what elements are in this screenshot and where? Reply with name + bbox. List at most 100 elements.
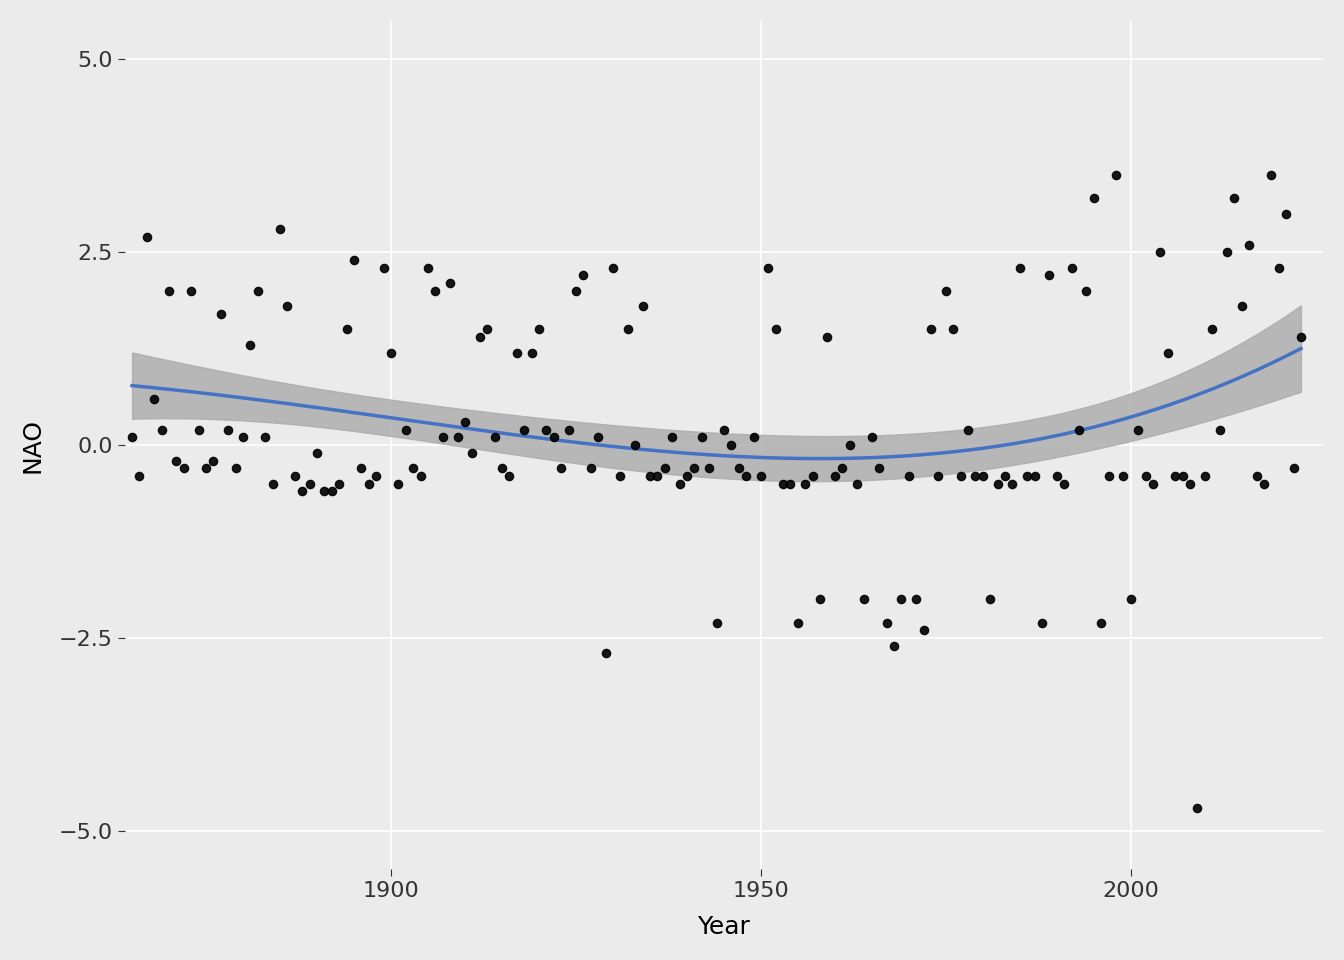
Point xyxy=(699,461,720,476)
Point xyxy=(543,430,564,445)
Y-axis label: NAO: NAO xyxy=(22,418,44,472)
Point xyxy=(802,468,824,484)
Point xyxy=(876,615,898,631)
Point xyxy=(817,329,839,345)
Point xyxy=(1149,245,1171,260)
Point xyxy=(950,468,972,484)
Point xyxy=(1164,468,1185,484)
Point xyxy=(1009,260,1031,276)
Point xyxy=(269,222,290,237)
Point xyxy=(1031,615,1052,631)
Point xyxy=(521,345,543,360)
Point xyxy=(809,591,831,607)
Point xyxy=(794,476,816,492)
Point xyxy=(728,461,750,476)
Point xyxy=(366,468,387,484)
Point xyxy=(461,445,482,461)
Point xyxy=(247,283,269,299)
Point xyxy=(957,422,978,438)
Point xyxy=(640,468,661,484)
Point xyxy=(788,615,809,631)
Point xyxy=(180,283,202,299)
Point xyxy=(499,468,520,484)
Point xyxy=(1060,260,1082,276)
Point xyxy=(313,484,335,499)
Point xyxy=(758,260,780,276)
Point xyxy=(372,260,394,276)
Point xyxy=(395,422,417,438)
Point xyxy=(595,646,617,661)
Point xyxy=(380,345,402,360)
Point xyxy=(891,591,913,607)
Point xyxy=(1134,468,1156,484)
Point xyxy=(1202,322,1223,337)
Point xyxy=(906,591,927,607)
Point xyxy=(144,391,165,406)
Point xyxy=(1231,299,1253,314)
Point xyxy=(484,430,505,445)
Point xyxy=(898,468,919,484)
Point xyxy=(573,268,594,283)
Point xyxy=(832,461,853,476)
Point xyxy=(505,345,527,360)
Point xyxy=(1179,476,1200,492)
Point xyxy=(446,430,468,445)
Point xyxy=(927,468,949,484)
Point xyxy=(328,476,349,492)
Point xyxy=(610,468,632,484)
Point xyxy=(714,422,735,438)
Point xyxy=(1157,345,1179,360)
Point xyxy=(239,337,261,352)
Point xyxy=(661,430,683,445)
Point xyxy=(1083,191,1105,206)
Point xyxy=(765,322,786,337)
Point xyxy=(425,283,446,299)
Point xyxy=(254,430,276,445)
Point xyxy=(165,453,187,468)
Point xyxy=(965,468,986,484)
Point xyxy=(632,299,653,314)
Point xyxy=(839,438,860,453)
Point xyxy=(581,461,602,476)
Point xyxy=(684,461,706,476)
Point xyxy=(646,468,668,484)
Point xyxy=(883,638,905,654)
Point xyxy=(224,461,246,476)
Point xyxy=(1090,615,1111,631)
Point xyxy=(587,430,609,445)
Point xyxy=(410,468,431,484)
Point xyxy=(1282,461,1304,476)
Point xyxy=(233,430,254,445)
Point xyxy=(1238,237,1259,252)
Point xyxy=(129,468,151,484)
Point xyxy=(1120,591,1141,607)
Point xyxy=(1001,476,1023,492)
Point xyxy=(121,430,142,445)
Point xyxy=(1039,268,1060,283)
Point xyxy=(159,283,180,299)
Point xyxy=(1113,468,1134,484)
Point xyxy=(1246,468,1267,484)
Point xyxy=(1105,167,1126,182)
Point xyxy=(1046,468,1067,484)
Point xyxy=(972,468,993,484)
Point xyxy=(210,306,231,322)
Point xyxy=(1267,260,1289,276)
Point xyxy=(151,422,172,438)
Point xyxy=(1068,422,1090,438)
Point xyxy=(980,591,1001,607)
Point xyxy=(1142,476,1164,492)
Point xyxy=(1253,476,1274,492)
Point xyxy=(262,476,284,492)
X-axis label: Year: Year xyxy=(698,915,750,939)
Point xyxy=(868,461,890,476)
Point xyxy=(1172,468,1193,484)
Point xyxy=(469,329,491,345)
Point xyxy=(1208,422,1230,438)
Point xyxy=(306,445,328,461)
Point xyxy=(743,430,765,445)
Point xyxy=(1193,468,1215,484)
Point xyxy=(454,415,476,430)
Point xyxy=(1261,167,1282,182)
Point xyxy=(735,468,757,484)
